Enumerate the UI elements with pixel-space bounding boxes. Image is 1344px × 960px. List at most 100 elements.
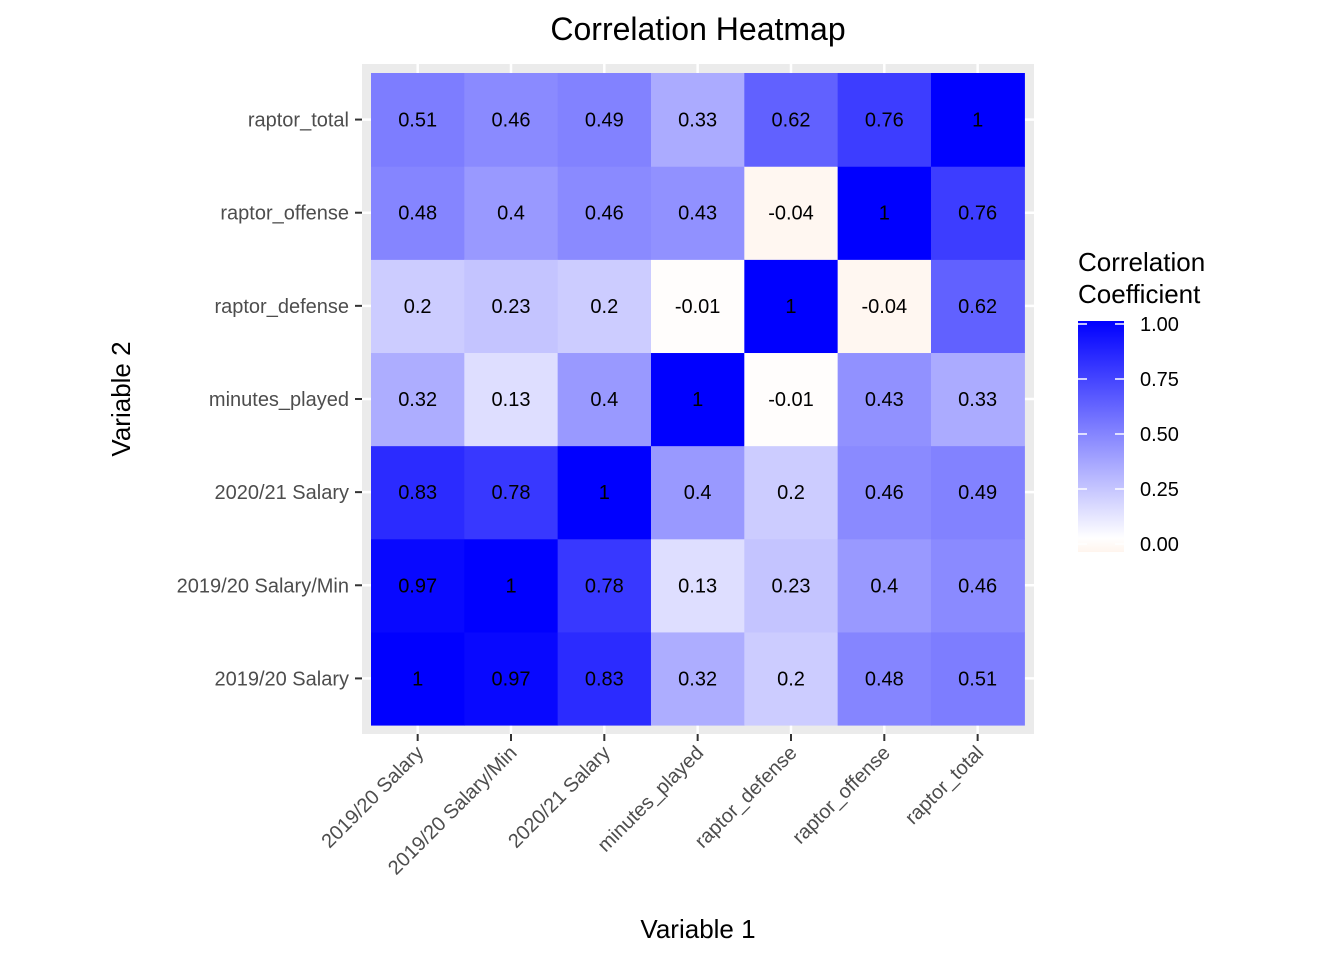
y-tick-label: raptor_offense [220, 203, 349, 225]
cell-value-label: 0.2 [777, 668, 805, 690]
y-tick-label: 2020/21 Salary [214, 482, 349, 504]
heatmap-cell [371, 445, 465, 540]
heatmap-cell [930, 631, 1025, 726]
cell-value-label: 0.48 [398, 203, 437, 225]
legend-title-line2: Coefficient [1078, 279, 1201, 309]
heatmap-cell [557, 259, 652, 354]
heatmap-cell [557, 73, 652, 167]
legend: Correlation Coefficient 1.00 0.75 0.50 0.25… [1078, 247, 1205, 556]
heatmap-cell [930, 352, 1025, 447]
heatmap-cell [464, 538, 559, 633]
heatmap-cell [650, 631, 745, 726]
cell-value-label: 0.2 [777, 482, 805, 504]
cell-value-label: 1 [505, 575, 516, 597]
cell-value-label: 0.97 [492, 668, 531, 690]
x-tick-label: raptor_defense [691, 742, 802, 853]
cell-value-label: 0.46 [585, 203, 624, 225]
y-axis-title: Variable 2 [106, 341, 136, 456]
cell-value-label: 0.76 [865, 110, 904, 132]
cell-value-label: 0.4 [870, 575, 898, 597]
heatmap-cell [371, 73, 465, 167]
heatmap-cell [837, 166, 932, 260]
heatmap-cell [837, 352, 932, 447]
heatmap-cell [930, 166, 1025, 260]
heatmap-cell [744, 259, 839, 354]
heatmap-cell [837, 73, 932, 167]
heatmap-cell [837, 445, 932, 540]
y-tick-label: 2019/20 Salary/Min [177, 575, 349, 597]
cell-value-label: 0.23 [492, 296, 531, 318]
cell-value-label: 0.33 [678, 110, 717, 132]
cell-value-label: 0.46 [865, 482, 904, 504]
cell-value-label: -0.04 [768, 203, 814, 225]
cell-value-label: 0.97 [398, 575, 437, 597]
heatmap-cell [464, 352, 559, 447]
legend-break-label: 0.25 [1140, 479, 1179, 501]
y-axis-ticks: 2019/20 Salary 2019/20 Salary/Min 2020/21 … [177, 110, 362, 690]
cell-value-label: 0.83 [398, 482, 437, 504]
x-tick-label: raptor_total [901, 742, 988, 829]
cell-value-label: 0.33 [958, 389, 997, 411]
cell-value-label: 0.43 [678, 203, 717, 225]
heatmap-cell [837, 631, 932, 726]
cell-value-label: 0.4 [590, 389, 618, 411]
heatmap-cell [464, 166, 559, 260]
heatmap-cell-labels: 1 0.97 0.83 0.32 0.2 0.48 0.51 0.97 1 0.78 0.13 0.2… [398, 110, 997, 691]
cell-value-label: 0.13 [492, 389, 531, 411]
y-tick-label: 2019/20 Salary [214, 668, 349, 690]
cell-value-label: 0.78 [585, 575, 624, 597]
cell-value-label: 0.43 [865, 389, 904, 411]
legend-colorbar [1078, 321, 1124, 552]
heatmap-cell [371, 166, 465, 260]
heatmap-cell [837, 259, 932, 354]
heatmap-cell [837, 538, 932, 633]
cell-value-label: 0.51 [958, 668, 997, 690]
legend-break-label: 0.50 [1140, 424, 1179, 446]
cell-value-label: 0.23 [772, 575, 811, 597]
cell-value-label: 0.2 [590, 296, 618, 318]
heatmap-cell [650, 166, 745, 260]
cell-value-label: -0.04 [862, 296, 908, 318]
heatmap-cell [464, 631, 559, 726]
heatmap-cell [744, 445, 839, 540]
cell-value-label: 0.4 [684, 482, 712, 504]
heatmap-cell [371, 538, 465, 633]
heatmap-cell [464, 259, 559, 354]
heatmap-cell [650, 445, 745, 540]
heatmap-cell [557, 352, 652, 447]
heatmap-cell [371, 352, 465, 447]
heatmap-cells [371, 73, 1025, 726]
cell-value-label: 0.49 [958, 482, 997, 504]
heatmap-cell [744, 352, 839, 447]
cell-value-label: 0.62 [958, 296, 997, 318]
y-tick-label: minutes_played [209, 389, 349, 411]
heatmap-cell [744, 73, 839, 167]
heatmap-cell [650, 73, 745, 167]
cell-value-label: 0.4 [497, 203, 525, 225]
heatmap-cell [371, 259, 465, 354]
chart-title: Correlation Heatmap [550, 11, 845, 47]
cell-value-label: 0.32 [398, 389, 437, 411]
heatmap-cell [930, 445, 1025, 540]
heatmap-cell [557, 445, 652, 540]
heatmap-cell [650, 538, 745, 633]
cell-value-label: 1 [412, 668, 423, 690]
cell-value-label: 0.13 [678, 575, 717, 597]
heatmap-cell [464, 73, 559, 167]
cell-value-label: -0.01 [768, 389, 814, 411]
x-tick-label: raptor_offense [788, 742, 895, 849]
heatmap-cell [744, 166, 839, 260]
heatmap-cell [557, 631, 652, 726]
y-tick-label: raptor_defense [214, 296, 349, 318]
heatmap-cell [930, 538, 1025, 633]
y-tick-label: raptor_total [248, 110, 349, 132]
cell-value-label: 0.49 [585, 110, 624, 132]
heatmap-cell [557, 538, 652, 633]
cell-value-label: 1 [972, 110, 983, 132]
cell-value-label: 0.2 [404, 296, 432, 318]
heatmap-cell [557, 166, 652, 260]
cell-value-label: 0.46 [958, 575, 997, 597]
cell-value-label: 0.76 [958, 203, 997, 225]
